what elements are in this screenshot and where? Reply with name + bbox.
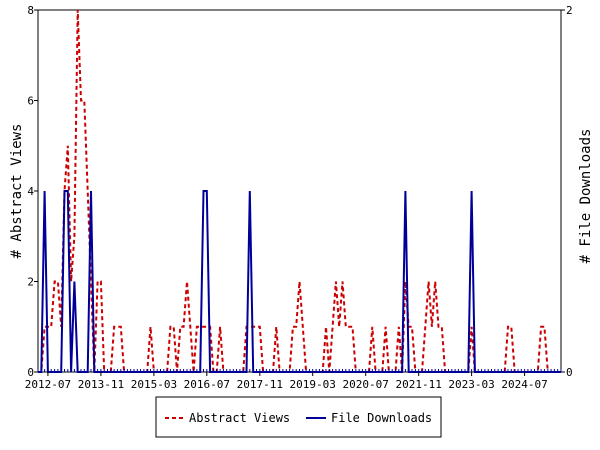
legend-label-file-downloads: File Downloads [331,411,432,425]
y-left-tick-label: 0 [27,366,34,379]
x-tick-label: 2013-11 [78,378,124,391]
x-tick-label: 2017-11 [237,378,283,391]
series-layer [38,9,561,373]
plot-area [37,9,562,373]
legend-label-abstract-views: Abstract Views [189,411,290,425]
right-axis-title: # File Downloads [578,129,594,264]
legend: Abstract Views File Downloads [155,396,442,438]
x-tick-label: 2021-11 [396,378,442,391]
y-left-tick-label: 4 [27,185,34,198]
series-file-downloads [38,190,561,373]
y-left-tick-label: 8 [27,4,34,17]
x-tick-label: 2016-07 [184,378,230,391]
y-left-tick-label: 2 [27,276,34,289]
x-tick-label: 2019-03 [290,378,336,391]
x-tick-label: 2015-03 [131,378,177,391]
plot-frame [37,9,562,373]
legend-box [155,396,442,438]
y-right-tick-label: 2 [566,4,573,17]
y-left-tick-label: 6 [27,95,34,108]
x-tick-label: 2012-07 [25,378,71,391]
series-abstract-views [38,9,561,373]
left-axis-title: # Abstract Views [9,124,25,259]
x-tick-label: 2023-03 [448,378,494,391]
y-right-tick-label: 0 [566,366,573,379]
x-tick-label: 2024-07 [501,378,547,391]
x-tick-label: 2020-07 [343,378,389,391]
axes: 2012-07 2013-11 2015-03 2016-07 2017-11 2019-… [25,4,573,391]
